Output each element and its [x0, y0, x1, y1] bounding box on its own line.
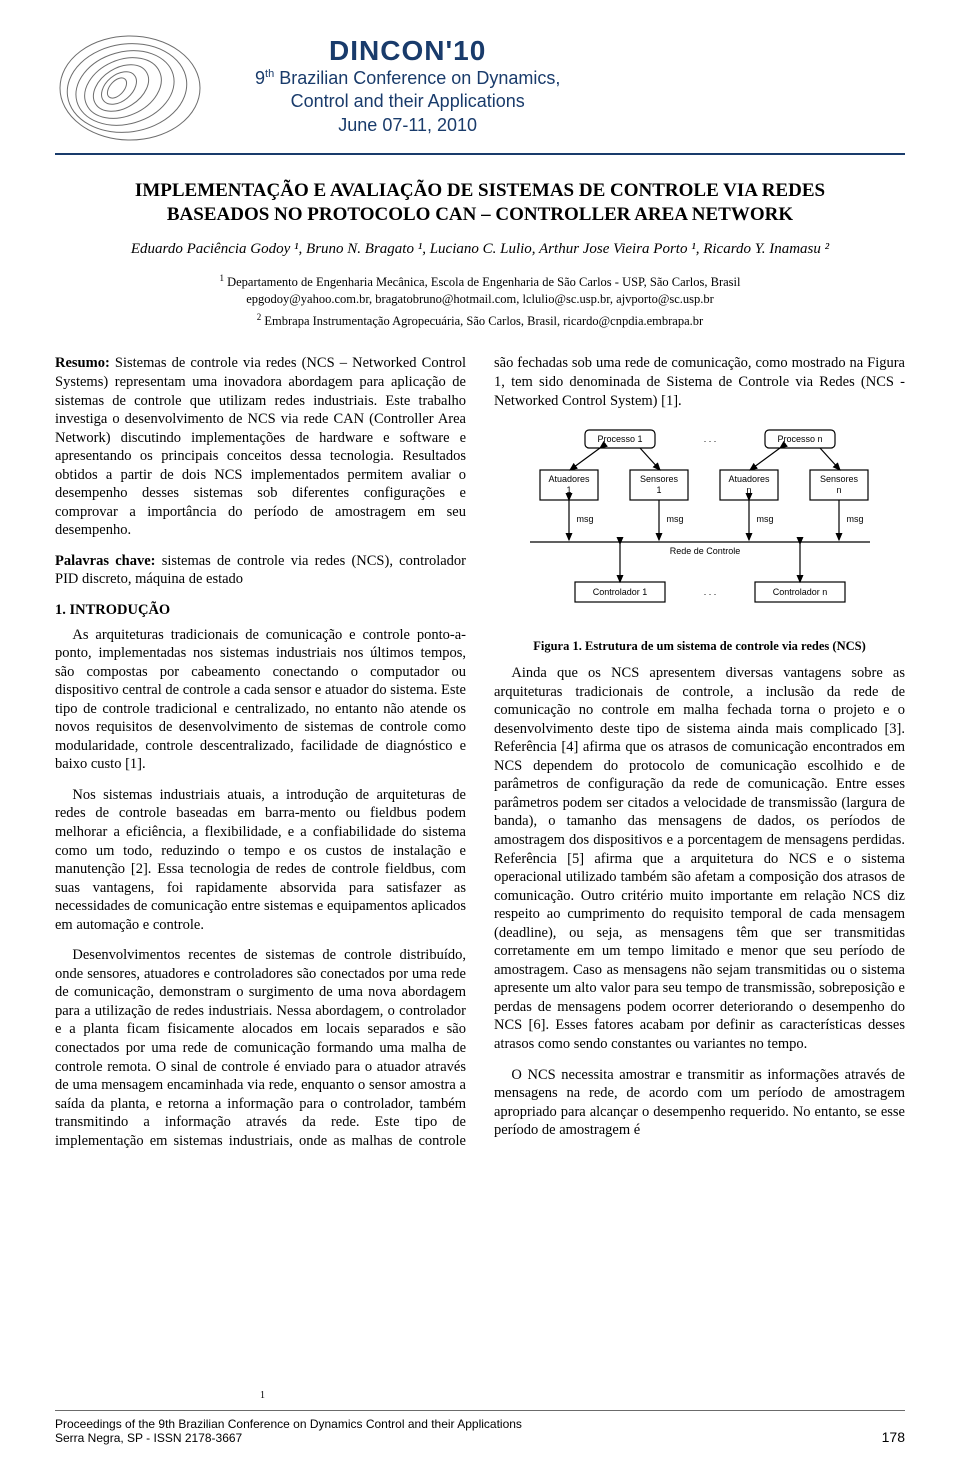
resumo-paragraph: Resumo: Sistemas de controle via redes (… [55, 354, 466, 539]
intro-p1: As arquiteturas tradicionais de comunica… [55, 626, 466, 774]
section-1-title: 1. INTRODUÇÃO [55, 601, 466, 620]
figure-1-svg: Processo 1 Processo n . . . [510, 422, 890, 632]
conference-title: DINCON'10 [255, 35, 560, 67]
nth-num: 9 [255, 68, 265, 88]
resumo-text: Sistemas de controle via redes (NCS – Ne… [55, 355, 466, 538]
header-rule [55, 153, 905, 155]
svg-text:Sensores: Sensores [819, 474, 858, 484]
intro-p5: O NCS necessita amostrar e transmitir as… [494, 1066, 905, 1140]
figure-1-caption: Figura 1. Estrutura de um sistema de con… [494, 638, 905, 654]
svg-text:1: 1 [656, 485, 661, 495]
fig-msg2: msg [666, 514, 683, 524]
footer-rule [55, 1410, 905, 1411]
body-columns: Resumo: Sistemas de controle via redes (… [55, 354, 905, 1151]
conference-subtitle: 9th Brazilian Conference on Dynamics, Co… [255, 67, 560, 137]
fig-ctrln: Controlador n [772, 587, 827, 597]
conference-header: DINCON'10 9th Brazilian Conference on Dy… [55, 30, 905, 145]
footer-line2: Serra Negra, SP - ISSN 2178-3667 [55, 1431, 522, 1445]
sub3-dates: June 07-11, 2010 [338, 115, 477, 135]
fig-procn: Processo n [777, 434, 822, 444]
affil1-text: Departamento de Engenharia Mecânica, Esc… [224, 275, 741, 289]
svg-text:n: n [836, 485, 841, 495]
palavras-label: Palavras chave: [55, 553, 155, 569]
affiliation-1: 1 Departamento de Engenharia Mecânica, E… [55, 272, 905, 308]
fig-msg4: msg [846, 514, 863, 524]
intro-p2: Nos sistemas industriais atuais, a intro… [55, 786, 466, 934]
svg-text:Sensores: Sensores [639, 474, 678, 484]
swirl-logo-icon [55, 30, 205, 145]
footer-text: Proceedings of the 9th Brazilian Confere… [55, 1417, 522, 1445]
fig-msg3: msg [756, 514, 773, 524]
sub1-post: Brazilian Conference on Dynamics, [274, 68, 560, 88]
page-number: 178 [882, 1429, 905, 1445]
header-text-block: DINCON'10 9th Brazilian Conference on Dy… [255, 35, 560, 137]
fig-net: Rede de Controle [669, 546, 740, 556]
page-footer: Proceedings of the 9th Brazilian Confere… [55, 1410, 905, 1445]
paper-title: IMPLEMENTAÇÃO E AVALIAÇÃO DE SISTEMAS DE… [90, 179, 870, 227]
footnote-mark: 1 [260, 1390, 265, 1401]
intro-p4: Ainda que os NCS apresentem diversas van… [494, 664, 905, 1053]
affiliation-2: 2 Embrapa Instrumentação Agropecuária, S… [55, 311, 905, 330]
affil2-text: Embrapa Instrumentação Agropecuária, São… [261, 315, 703, 329]
affil1-emails: epgodoy@yahoo.com.br, bragatobruno@hotma… [246, 292, 714, 306]
sub2: Control and their Applications [291, 91, 525, 111]
resumo-label: Resumo: [55, 355, 110, 371]
footer-line1: Proceedings of the 9th Brazilian Confere… [55, 1417, 522, 1431]
svg-text:1: 1 [566, 485, 571, 495]
fig-dots2: . . . [703, 587, 716, 597]
fig-ctrl1: Controlador 1 [592, 587, 647, 597]
fig-msg1: msg [576, 514, 593, 524]
figure-1: Processo 1 Processo n . . . [494, 422, 905, 654]
fig-proc1: Processo 1 [597, 434, 642, 444]
svg-text:Atuadores: Atuadores [728, 474, 770, 484]
keywords-paragraph: Palavras chave: sistemas de controle via… [55, 552, 466, 589]
svg-text:n: n [746, 485, 751, 495]
fig-dots1: . . . [703, 434, 716, 444]
nth-suffix: th [265, 68, 274, 80]
svg-text:Atuadores: Atuadores [548, 474, 590, 484]
authors-line: Eduardo Paciência Godoy ¹, Bruno N. Brag… [55, 241, 905, 258]
